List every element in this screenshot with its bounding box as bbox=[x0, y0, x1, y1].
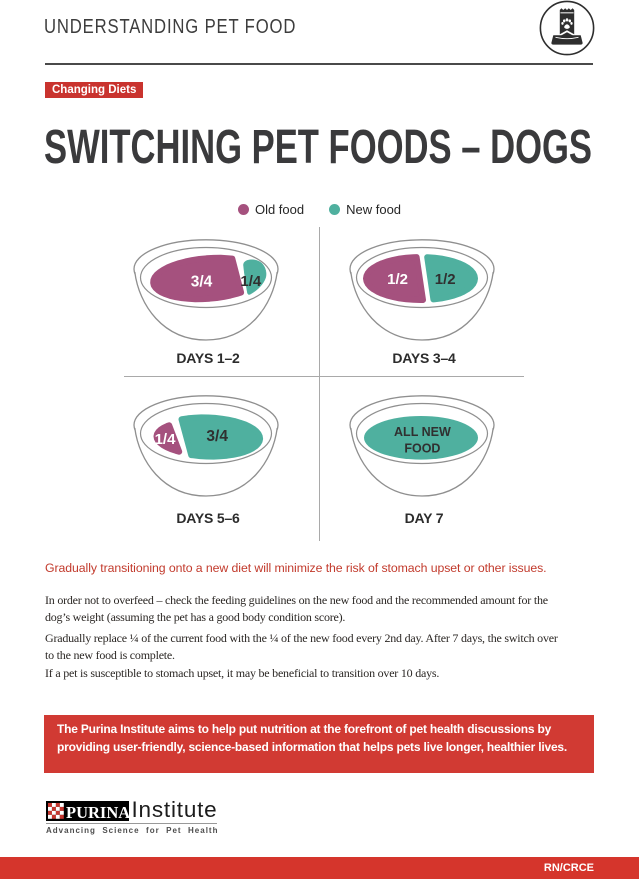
svg-text:1/2: 1/2 bbox=[435, 271, 456, 288]
svg-text:3/4: 3/4 bbox=[206, 428, 228, 445]
svg-text:1/2: 1/2 bbox=[387, 271, 408, 288]
svg-text:3/4: 3/4 bbox=[191, 273, 213, 290]
svg-text:1/4: 1/4 bbox=[155, 431, 177, 448]
svg-text:ALL NEW: ALL NEW bbox=[394, 425, 451, 439]
svg-text:1/4: 1/4 bbox=[240, 273, 262, 290]
svg-text:FOOD: FOOD bbox=[404, 442, 440, 456]
